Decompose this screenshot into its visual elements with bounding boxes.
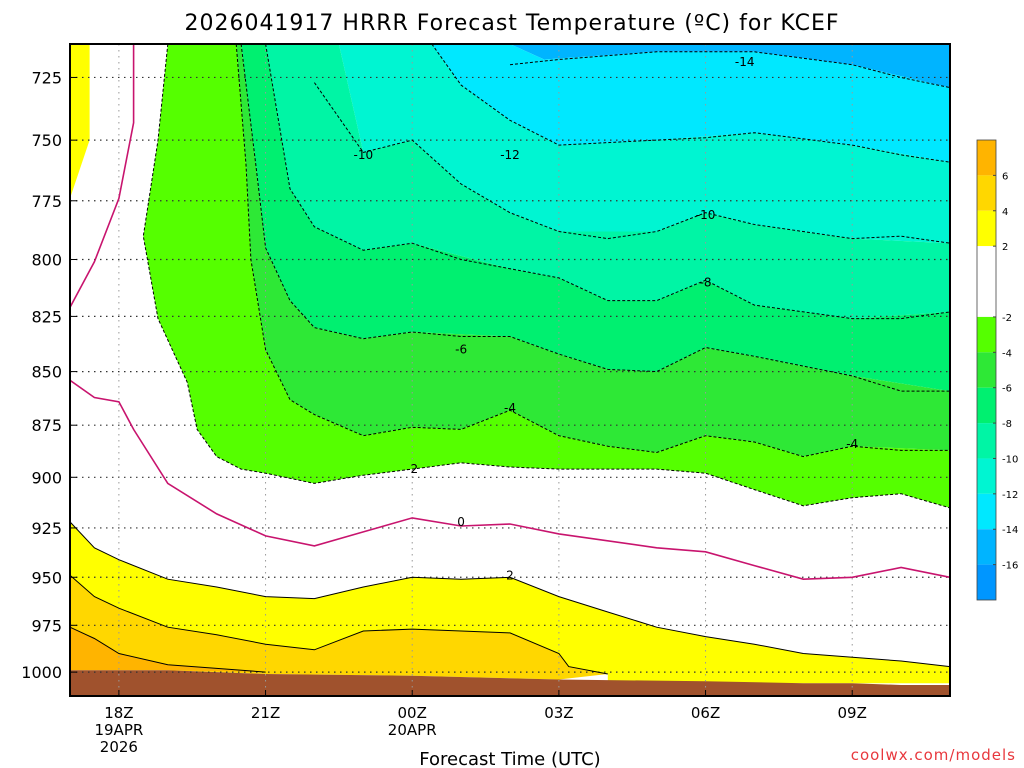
- colorbar-tick-label: -10: [1002, 454, 1018, 465]
- contour-label: -10: [696, 208, 716, 222]
- plot-area: -14 -12 -10 -10 -8 -6 -4 -4 -2 0 2: [69, 43, 951, 697]
- colorbar-swatch: [977, 140, 996, 176]
- x-tick-label: 21Z: [251, 704, 280, 722]
- x-tick-date: 19APR: [94, 721, 143, 739]
- temperature-band--16-to--14: [510, 44, 950, 88]
- temperature-band--6-to--4: [236, 44, 950, 457]
- colorbar-swatch: [977, 316, 996, 353]
- isotherm-line: [69, 379, 951, 581]
- x-tick-date: 20APR: [388, 721, 437, 739]
- colorbar-swatch: [977, 529, 996, 565]
- terrain-fill: [70, 670, 950, 696]
- temperature-band--8-to--6: [241, 44, 951, 392]
- colorbar-swatch: [977, 493, 996, 530]
- temperature-band--14-to--12: [431, 44, 950, 163]
- x-axis-label: Forecast Time (UTC): [419, 749, 600, 768]
- contour-label: 2: [506, 568, 514, 582]
- x-tick-label: 18Z: [104, 704, 133, 722]
- temperature-band--4-to--2: [143, 44, 951, 508]
- isotherm-contours: [69, 43, 951, 675]
- temperature-band--10-to--8: [265, 44, 951, 319]
- isotherm-line: [69, 521, 951, 668]
- colorbar-legend: 6 4 2 -2 -4 -6 -8 -10 -12 -14 -16: [976, 139, 1018, 601]
- plot-frame: [69, 43, 951, 697]
- contour-label: -4: [504, 401, 516, 415]
- colorbar-swatch: [977, 387, 996, 424]
- y-tick-label: 875: [31, 416, 62, 435]
- colorbar-swatch: [977, 352, 996, 388]
- colorbar-tick-label: 4: [1002, 207, 1008, 218]
- colorbar-swatch: [977, 210, 996, 247]
- x-tick-year: 2026: [100, 738, 138, 756]
- contour-label: -2: [406, 462, 418, 476]
- y-tick-label: 750: [31, 131, 62, 150]
- isotherm-line: [313, 82, 951, 244]
- isotherm-line: [265, 43, 951, 320]
- isotherm-line: [431, 43, 951, 163]
- contour-labels: -14 -12 -10 -10 -8 -6 -4 -4 -2 0 2: [354, 55, 859, 582]
- y-tick-label: 950: [31, 568, 62, 587]
- temperature-band--12-to--10: [338, 44, 950, 244]
- temperature-band-4-to-6: [70, 575, 608, 680]
- colorbar-tick-label: -14: [1002, 525, 1018, 536]
- terrain-layer: [70, 670, 950, 696]
- y-tick-label: 925: [31, 519, 62, 538]
- colorbar-swatch: [977, 423, 996, 459]
- colorbar-swatch: [977, 246, 996, 317]
- contour-label: 0: [457, 515, 465, 529]
- y-tick-label: 975: [31, 616, 62, 635]
- contour-label: -10: [354, 148, 374, 162]
- contour-label: -8: [700, 275, 712, 289]
- colorbar-frame: [976, 139, 997, 601]
- x-tick-label: 06Z: [691, 704, 720, 722]
- y-tick-label: 825: [31, 307, 62, 326]
- colorbar-tick-label: -12: [1002, 490, 1018, 501]
- temperature-band-2-to-4: [70, 44, 90, 199]
- contour-label: -14: [735, 55, 755, 69]
- gridlines: [70, 44, 950, 696]
- y-tick-label: 800: [31, 250, 62, 269]
- y-tick-label: 900: [31, 468, 62, 487]
- colorbar-swatch: [977, 564, 996, 600]
- y-tick-label: 775: [31, 192, 62, 211]
- y-axis: 725 750 775 800 825 850 875 900 925 950 975 1000: [21, 68, 77, 682]
- contour-label: -12: [500, 148, 520, 162]
- colorbar-tick-label: -2: [1002, 313, 1012, 324]
- contour-label: -4: [846, 437, 858, 451]
- colorbar-tick-label: 6: [1002, 171, 1008, 182]
- y-tick-label: 850: [31, 363, 62, 382]
- colorbar-swatch: [977, 458, 996, 494]
- colorbar-tick-label: -8: [1002, 419, 1012, 430]
- y-tick-label: 1000: [21, 663, 62, 682]
- colorbar-swatch: [977, 175, 996, 211]
- contour-label: -6: [455, 343, 467, 357]
- temperature-band-2-to-4: [70, 521, 950, 684]
- colorbar-tick-label: -4: [1002, 348, 1012, 359]
- x-tick-label: 00Z: [398, 704, 427, 722]
- x-tick-label: 09Z: [838, 704, 867, 722]
- isotherm-line: [69, 574, 608, 675]
- temperature-bands: [70, 44, 951, 684]
- credit-link[interactable]: coolwx.com/models: [851, 746, 1016, 764]
- colorbar-tick-label: 2: [1002, 242, 1008, 253]
- chart-title: 2026041917 HRRR Forecast Temperature (ºC…: [184, 11, 839, 36]
- colorbar-tick-label: -6: [1002, 384, 1012, 395]
- isotherm-line: [240, 43, 950, 392]
- isotherm-line: [235, 43, 950, 458]
- y-tick-label: 725: [31, 68, 62, 87]
- isotherm-line: [142, 43, 951, 509]
- colorbar-tick-label: -16: [1002, 561, 1018, 572]
- temperature-band-6-to-8: [70, 627, 266, 673]
- isotherm-line: [69, 626, 266, 673]
- x-tick-label: 03Z: [544, 704, 573, 722]
